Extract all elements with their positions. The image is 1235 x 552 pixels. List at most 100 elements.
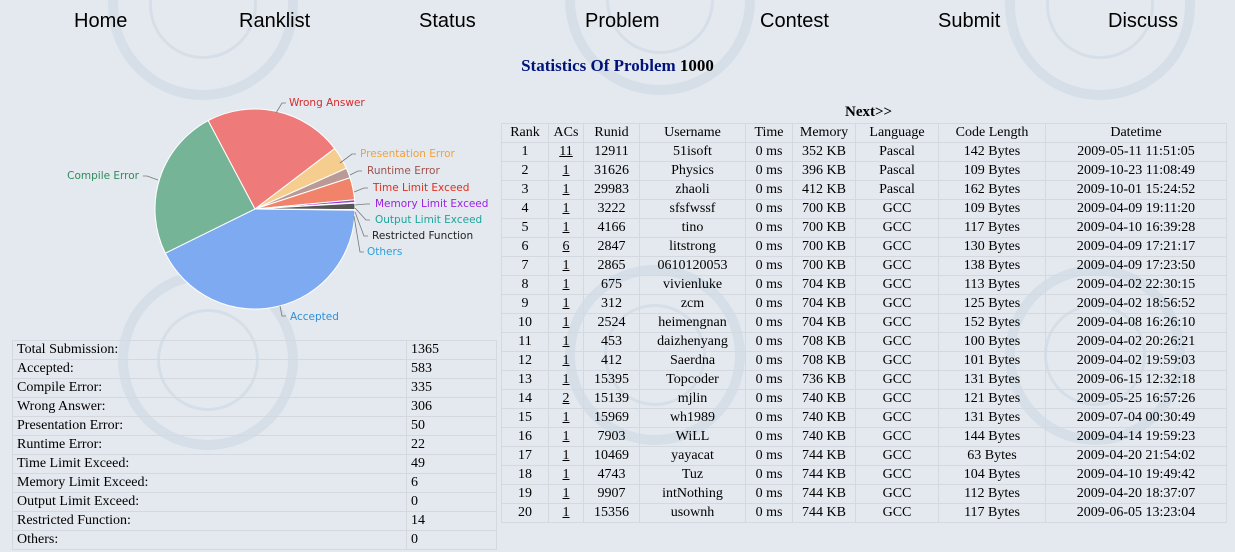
table-row: 5 1 4166 tino 0 ms 700 KB GCC 117 Bytes 2009-04-…	[501, 218, 1227, 238]
acs-link[interactable]: 1	[562, 220, 570, 235]
table-cell: 10469	[583, 446, 640, 466]
verdict-pie-chart: Accepted Compile Error Wrong Answer Present…	[67, 97, 488, 323]
acs-link[interactable]: 6	[562, 239, 570, 254]
table-cell: 736 KB	[792, 370, 856, 390]
acs-link[interactable]: 1	[562, 334, 570, 349]
acs-link[interactable]: 1	[562, 277, 570, 292]
pie-label: Restricted Function	[372, 230, 473, 242]
acs-link[interactable]: 1	[562, 315, 570, 330]
acs-cell: 1	[548, 199, 584, 219]
pie-leader-line	[353, 215, 364, 253]
nav-discuss[interactable]: Discuss	[1108, 10, 1179, 32]
acs-link[interactable]: 1	[562, 410, 570, 425]
table-cell: vivienluke	[639, 275, 746, 295]
table-cell: 2009-10-23 11:08:49	[1045, 161, 1227, 181]
acs-link[interactable]: 1	[562, 486, 570, 501]
table-cell: 121 Bytes	[938, 389, 1046, 409]
acs-link[interactable]: 1	[562, 163, 570, 178]
pie-leader-line	[143, 175, 159, 181]
table-cell: tino	[639, 218, 746, 238]
pie-leader-line	[354, 203, 370, 206]
table-row: 16 1 7903 WiLL 0 ms 740 KB GCC 144 Bytes 2009-04…	[501, 427, 1227, 447]
table-cell: 0 ms	[745, 142, 793, 162]
acs-link[interactable]: 1	[562, 505, 570, 520]
summary-label: Accepted:	[12, 359, 407, 379]
table-cell: 12	[501, 351, 549, 371]
nav-problem[interactable]: Problem	[585, 10, 660, 32]
table-cell: 740 KB	[792, 408, 856, 428]
table-cell: 0 ms	[745, 218, 793, 238]
table-cell: GCC	[855, 275, 939, 295]
table-cell: 1	[501, 142, 549, 162]
summary-row: Total Submission: 1365	[12, 340, 497, 360]
summary-row: Compile Error: 335	[12, 378, 497, 398]
table-cell: 17	[501, 446, 549, 466]
summary-label: Memory Limit Exceed:	[12, 473, 407, 493]
table-cell: 2009-05-11 11:51:05	[1045, 142, 1227, 162]
table-cell: yayacat	[639, 446, 746, 466]
acs-link[interactable]: 1	[562, 448, 570, 463]
nav-contest[interactable]: Contest	[760, 10, 829, 32]
table-row: 7 1 2865 0610120053 0 ms 700 KB GCC 138 Bytes 20…	[501, 256, 1227, 276]
nav-ranklist[interactable]: Ranklist	[239, 10, 311, 32]
table-cell: 2009-07-04 00:30:49	[1045, 408, 1227, 428]
table-cell: 20	[501, 503, 549, 523]
column-header: Runid	[583, 123, 640, 143]
table-cell: 312	[583, 294, 640, 314]
table-cell: 4	[501, 199, 549, 219]
pie-leader-line	[349, 170, 362, 176]
table-cell: 130 Bytes	[938, 237, 1046, 257]
next-page-link[interactable]: Next>>	[845, 104, 893, 120]
nav-status[interactable]: Status	[419, 10, 476, 32]
table-cell: 3	[501, 180, 549, 200]
table-row: 4 1 3222 sfsfwssf 0 ms 700 KB GCC 109 Bytes 2009…	[501, 199, 1227, 219]
acs-cell: 2	[548, 389, 584, 409]
acs-link[interactable]: 11	[559, 144, 573, 159]
summary-label: Compile Error:	[12, 378, 407, 398]
summary-value: 583	[406, 359, 497, 379]
table-cell: 2009-04-14 19:59:23	[1045, 427, 1227, 447]
table-cell: 15356	[583, 503, 640, 523]
table-cell: 4166	[583, 218, 640, 238]
column-header: Username	[639, 123, 746, 143]
acs-link[interactable]: 1	[562, 372, 570, 387]
summary-row: Others: 0	[12, 530, 497, 550]
table-cell: 2009-04-02 19:59:03	[1045, 351, 1227, 371]
pie-leader-line	[279, 305, 286, 317]
nav-submit[interactable]: Submit	[938, 10, 1001, 32]
acs-link[interactable]: 1	[562, 429, 570, 444]
table-cell: 125 Bytes	[938, 294, 1046, 314]
problem-id: 1000	[679, 56, 714, 75]
summary-label: Presentation Error:	[12, 416, 407, 436]
table-cell: 14	[501, 389, 549, 409]
table-cell: 9907	[583, 484, 640, 504]
table-cell: 744 KB	[792, 446, 856, 466]
acs-link[interactable]: 2	[562, 391, 570, 406]
table-cell: 700 KB	[792, 256, 856, 276]
table-cell: 2009-04-20 18:37:07	[1045, 484, 1227, 504]
top-navigation: Home Ranklist Status Problem Contest Submit Di…	[0, 10, 1235, 36]
table-cell: 131 Bytes	[938, 408, 1046, 428]
table-cell: 100 Bytes	[938, 332, 1046, 352]
table-cell: 744 KB	[792, 465, 856, 485]
acs-link[interactable]: 1	[562, 258, 570, 273]
nav-home[interactable]: Home	[74, 10, 128, 32]
table-row: 8 1 675 vivienluke 0 ms 704 KB GCC 113 Bytes 200…	[501, 275, 1227, 295]
acs-link[interactable]: 1	[562, 182, 570, 197]
table-cell: 16	[501, 427, 549, 447]
acs-link[interactable]: 1	[562, 201, 570, 216]
table-cell: 0 ms	[745, 275, 793, 295]
table-cell: 2009-05-25 16:57:26	[1045, 389, 1227, 409]
table-row: 18 1 4743 Tuz 0 ms 744 KB GCC 104 Bytes 2009-04-…	[501, 465, 1227, 485]
acs-link[interactable]: 1	[562, 296, 570, 311]
table-cell: Tuz	[639, 465, 746, 485]
table-cell: GCC	[855, 484, 939, 504]
table-cell: 2009-06-05 13:23:04	[1045, 503, 1227, 523]
page-title: Statistics Of Problem 1000	[0, 56, 1235, 76]
acs-link[interactable]: 1	[562, 467, 570, 482]
table-cell: 15	[501, 408, 549, 428]
summary-row: Memory Limit Exceed: 6	[12, 473, 497, 493]
acs-link[interactable]: 1	[562, 353, 570, 368]
summary-row: Restricted Function: 14	[12, 511, 497, 531]
table-cell: 740 KB	[792, 389, 856, 409]
